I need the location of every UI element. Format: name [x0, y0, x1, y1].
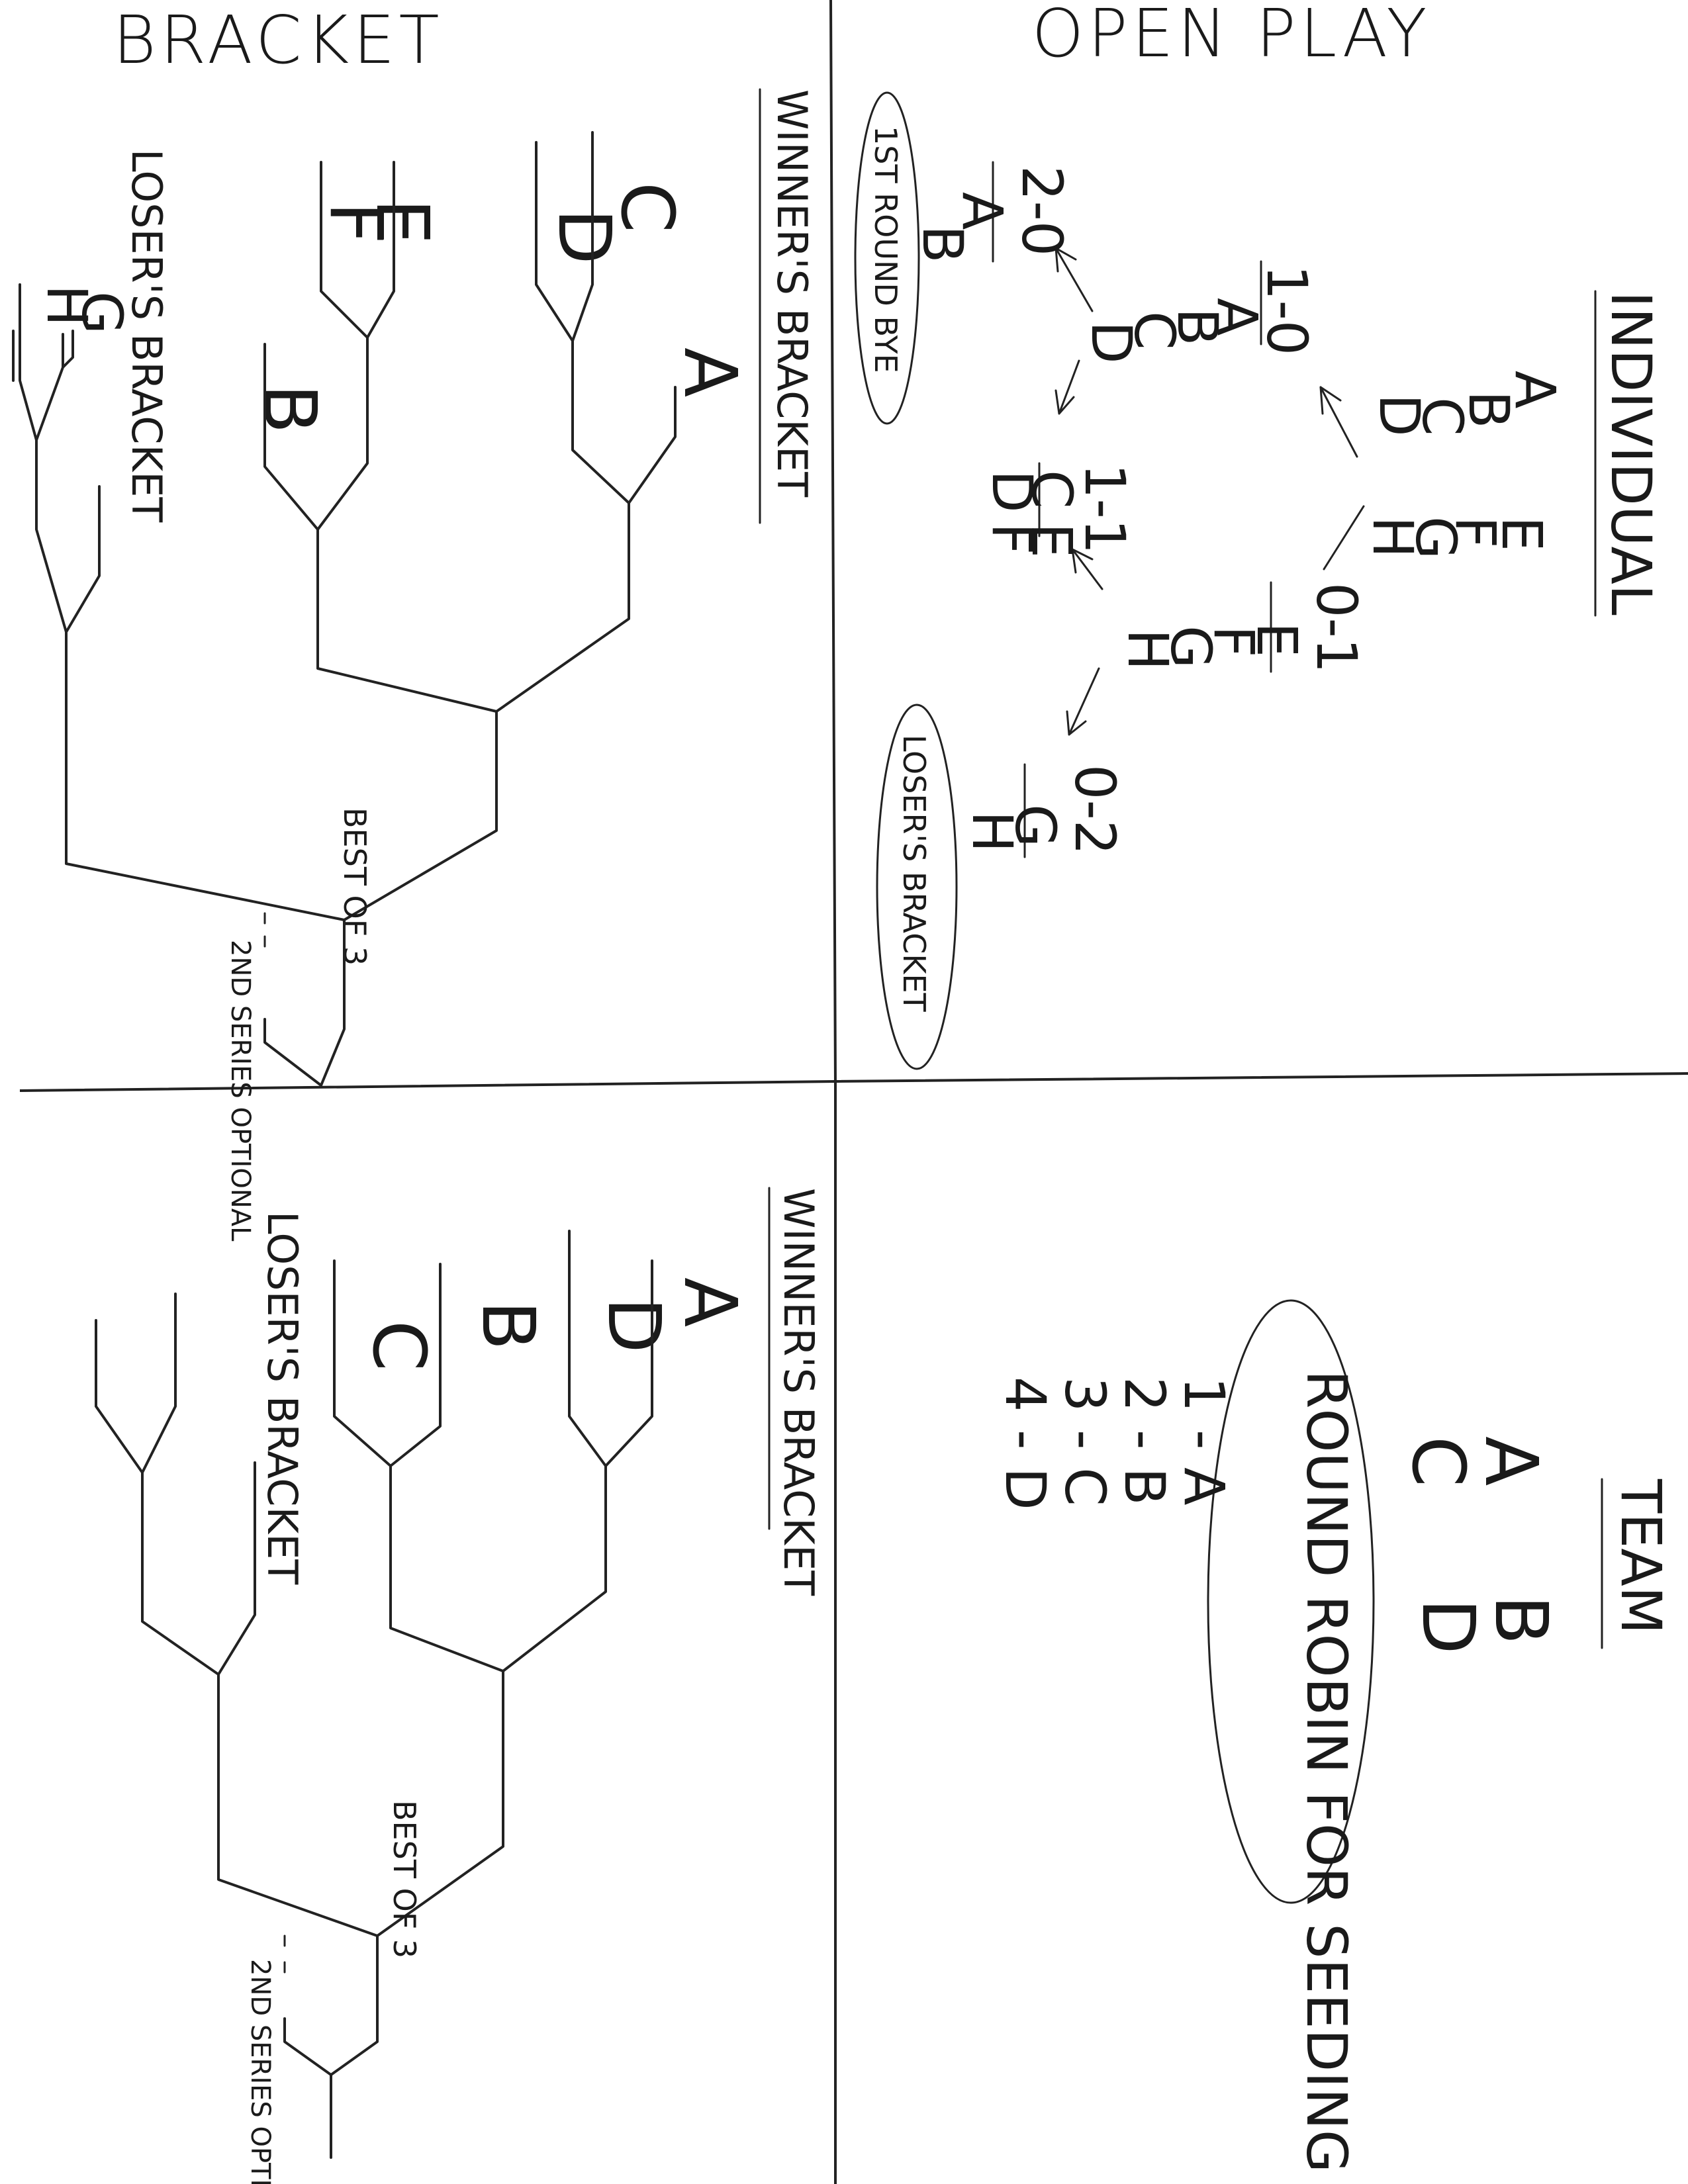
- start-h: H: [1360, 516, 1425, 558]
- r1-d: D: [1079, 321, 1144, 364]
- losers-oval: [876, 704, 958, 1070]
- tl-match-cd: [535, 131, 594, 342]
- tl-match-ef-b: [263, 336, 369, 531]
- r2-g: G: [1003, 804, 1068, 847]
- tl-losers-bracket: [12, 283, 346, 921]
- record-1-1: 1-1: [1072, 463, 1137, 554]
- tl-seed-f: F: [314, 202, 399, 244]
- bl-optional-series: [283, 2017, 332, 2159]
- bl-best-of: BEST OF 3: [387, 1800, 422, 1958]
- r1-a: A: [1205, 298, 1270, 336]
- arrow-to-2-0: [1055, 247, 1094, 312]
- tl-semifinal: [316, 502, 630, 713]
- r2-a: A: [950, 192, 1015, 230]
- r1-e: E: [1244, 622, 1309, 657]
- bl-winners-final: [376, 1670, 504, 1937]
- team-section: TEAM A B C D ROUND ROBIN FOR SEEDING 1 -…: [993, 1299, 1673, 2173]
- record-2-0: 2-0: [1009, 165, 1074, 256]
- bl-seed-b: B: [466, 1300, 551, 1350]
- tl-winners-final: [343, 710, 498, 921]
- bracket-heading: BRACKET: [113, 1, 443, 79]
- seed-1: 1 - A: [1172, 1377, 1237, 1506]
- r2-e: E: [1019, 523, 1084, 558]
- tl-seed-e: E: [360, 199, 445, 245]
- seed-2: 2 - B: [1112, 1377, 1177, 1506]
- tl-losers-label: LOSER'S BRACKET: [122, 149, 171, 523]
- tl-seed-a: A: [668, 347, 753, 397]
- bye-label: 1ST ROUND BYE: [868, 126, 904, 373]
- tl-seed-h: H: [34, 285, 99, 326]
- seed-4: 4 - D: [993, 1377, 1058, 1510]
- team-a: A: [1469, 1436, 1554, 1486]
- individual-flow: INDIVIDUAL A B C D E F G H 1-0 A B C D 0…: [854, 91, 1664, 1070]
- bl-losers-label: LOSER'S BRACKET: [258, 1211, 306, 1585]
- start-c: C: [1410, 397, 1475, 436]
- round-robin-oval: [1207, 1299, 1375, 1904]
- bl-semifinal: [389, 1465, 607, 1672]
- tl-winners-label: WINNER'S BRACKET: [768, 89, 816, 498]
- round-robin-label: ROUND ROBIN FOR SEEDING: [1294, 1370, 1359, 2173]
- r2-f: F: [980, 523, 1045, 555]
- tl-optional-series: [263, 1018, 322, 1087]
- r1-c: C: [1122, 311, 1187, 350]
- individual-losers-label: LOSER'S BRACKET: [896, 735, 932, 1013]
- team-label: TEAM: [1609, 1479, 1673, 1634]
- bottom-left-bracket: WINNER'S BRACKET A D B C LOSER'S BRACKET…: [95, 1187, 823, 2184]
- tl-seed-c: C: [605, 182, 690, 233]
- r2-b: B: [910, 225, 975, 263]
- tl-seed-g: G: [70, 291, 134, 334]
- r2-d: D: [980, 470, 1045, 513]
- tl-best-of: BEST OF 3: [337, 807, 373, 966]
- tl-match-ef: [320, 161, 395, 339]
- bl-seed-d: D: [592, 1297, 677, 1353]
- bl-winners-label: WINNER'S BRACKET: [774, 1188, 823, 1596]
- tl-match-cd-a: [571, 340, 677, 504]
- arrow-to-0-1: [1323, 505, 1365, 570]
- top-left-bracket: WINNER'S BRACKET C D E F A B G H LOSER'S…: [12, 88, 816, 1242]
- bl-match-bc: [333, 1259, 442, 1467]
- bl-seed-c: C: [357, 1320, 442, 1371]
- bl-losers-bracket: [95, 1293, 379, 1937]
- tl-championship: [320, 919, 346, 1087]
- bl-championship: [330, 1934, 379, 2076]
- team-c: C: [1396, 1436, 1481, 1487]
- seed-3: 3 - C: [1053, 1377, 1117, 1506]
- tl-second-series: 2ND SERIES OPTIONAL: [225, 940, 256, 1242]
- record-0-2: 0-2: [1062, 764, 1127, 855]
- start-e: E: [1489, 516, 1554, 551]
- bl-seed-a: A: [668, 1277, 753, 1327]
- record-0-1: 0-1: [1304, 582, 1369, 673]
- r2-c: C: [1019, 470, 1084, 509]
- team-b: B: [1479, 1595, 1564, 1645]
- r2-h: H: [960, 811, 1025, 852]
- bye-oval: [854, 91, 920, 425]
- record-1-0: 1-0: [1254, 265, 1319, 355]
- r1-b: B: [1165, 308, 1230, 346]
- r1-f: F: [1201, 625, 1266, 657]
- vertical-divider: [829, 0, 837, 2184]
- arrow-to-0-2: [1066, 667, 1100, 736]
- start-b: B: [1456, 390, 1521, 429]
- start-d: D: [1367, 394, 1432, 437]
- bl-second-series: 2ND SERIES OPTIONAL: [245, 1959, 275, 2184]
- r1-h: H: [1115, 629, 1180, 670]
- horizontal-divider: [19, 1072, 1688, 1092]
- arrow-0-1-to-1-1: [1071, 548, 1103, 590]
- bl-match-ad: [568, 1230, 653, 1467]
- arrow-1-0-to-1-1: [1055, 359, 1080, 415]
- arrow-to-1-0: [1319, 386, 1358, 458]
- start-g: G: [1403, 516, 1468, 559]
- team-d: D: [1406, 1598, 1491, 1655]
- open-play-heading: OPEN PLAY: [1032, 0, 1431, 72]
- individual-label: INDIVIDUAL: [1599, 291, 1664, 615]
- tl-seed-d: D: [542, 208, 627, 265]
- start-f: F: [1443, 516, 1508, 548]
- start-a: A: [1503, 371, 1568, 408]
- tl-seed-b: B: [248, 384, 332, 433]
- r1-g: G: [1158, 625, 1223, 668]
